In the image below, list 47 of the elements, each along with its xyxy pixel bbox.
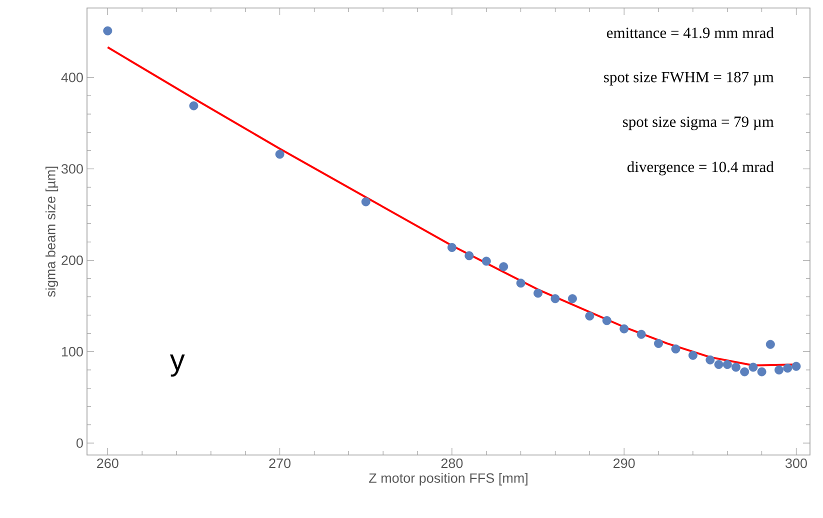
y-tick-label: 200	[62, 256, 83, 266]
point	[774, 365, 784, 374]
point	[275, 150, 284, 159]
annotation: spot size FWHM = 187 µm	[604, 72, 774, 86]
x-tick-label: 270	[269, 458, 291, 468]
point	[654, 338, 664, 348]
point	[740, 367, 750, 376]
point	[757, 367, 766, 376]
y-tick-label: 400	[61, 72, 83, 82]
point	[447, 242, 456, 252]
point	[731, 362, 740, 372]
point	[482, 256, 491, 266]
point	[766, 340, 775, 349]
point	[550, 294, 560, 304]
point	[783, 364, 792, 373]
annotation: y	[170, 354, 185, 377]
point	[602, 316, 612, 326]
point	[792, 362, 801, 371]
y-tick-label: 0	[76, 438, 83, 448]
x-tick-label: 290	[613, 458, 635, 468]
point	[361, 197, 370, 206]
x-tick-label: 300	[785, 458, 807, 468]
annotation: divergence = 10.4 mrad	[627, 161, 774, 176]
point	[620, 324, 629, 334]
point	[534, 288, 543, 298]
point	[636, 330, 646, 339]
x-tick-label: 280	[441, 458, 463, 468]
x-tick-label: 260	[97, 458, 118, 468]
point	[714, 360, 724, 369]
point	[722, 360, 732, 369]
point	[748, 362, 758, 372]
point	[585, 312, 594, 321]
y-tick-label: 100	[62, 346, 83, 356]
point	[516, 278, 526, 288]
point	[464, 251, 474, 260]
annotation: spot size sigma = 79 µm	[623, 116, 774, 130]
y-axis-title: sigma beam size [µm]	[45, 166, 58, 297]
x-axis-title: Z motor position FFS [mm]	[369, 472, 528, 486]
point	[189, 101, 198, 110]
point	[706, 355, 715, 364]
point	[103, 26, 112, 36]
point	[568, 294, 577, 304]
y-tick-label: 300	[61, 164, 83, 174]
point	[499, 262, 508, 272]
point	[688, 350, 698, 360]
point	[671, 344, 680, 354]
annotation: emittance = 41.9 mm mrad	[606, 27, 774, 38]
